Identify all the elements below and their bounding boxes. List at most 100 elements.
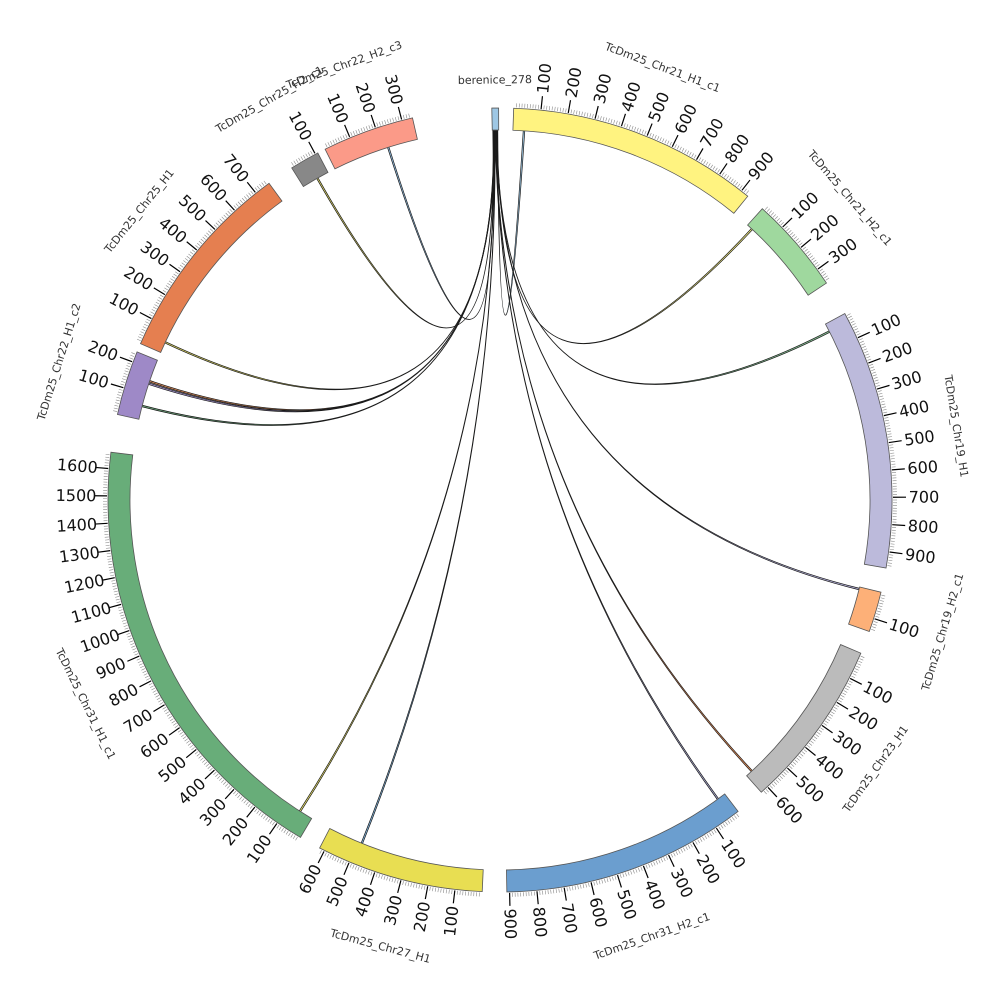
minor-tick (327, 142, 330, 147)
minor-tick (873, 621, 878, 623)
minor-tick (878, 605, 883, 608)
minor-tick (714, 167, 718, 172)
minor-tick (634, 126, 637, 131)
minor-tick (295, 836, 298, 841)
minor-tick (386, 876, 389, 881)
minor-tick (288, 832, 291, 837)
minor-tick (881, 406, 886, 408)
minor-tick (889, 444, 894, 446)
minor-tick (350, 132, 353, 136)
minor-tick (300, 156, 304, 161)
minor-tick (371, 124, 373, 129)
minor-tick (626, 124, 629, 129)
minor-tick (559, 107, 562, 112)
minor-tick (704, 835, 708, 840)
minor-tick (281, 827, 284, 832)
major-tick (97, 550, 111, 553)
minor-tick (121, 617, 126, 620)
major-tick (787, 767, 798, 778)
major-tick (646, 123, 653, 136)
segment-tcdm25-chr21-h2-c1 (747, 208, 828, 296)
major-tick (668, 854, 675, 868)
minor-tick (593, 881, 595, 886)
minor-tick (826, 718, 831, 722)
minor-tick (171, 720, 176, 724)
minor-tick (849, 318, 854, 321)
tick-label-tcdm25-chr21-h2-c1-200: 200 (807, 210, 843, 244)
minor-tick (602, 116, 605, 121)
major-tick (692, 842, 700, 855)
minor-tick (703, 160, 706, 164)
minor-tick (194, 751, 199, 755)
minor-tick (360, 867, 363, 872)
tick-label-tcdm25-chr19-h1-500: 500 (903, 426, 936, 449)
minor-tick (110, 574, 115, 577)
tick-label-tcdm25-chr23-h1-200: 200 (845, 702, 881, 734)
minor-tick (121, 619, 126, 622)
minor-tick (200, 757, 204, 761)
minor-tick (857, 663, 862, 666)
tick-label-tcdm25-chr31-h2-c1-900: 900 (500, 908, 520, 939)
minor-tick (569, 886, 571, 891)
minor-tick (878, 392, 883, 395)
minor-tick (132, 648, 137, 651)
link-tcdm25-chr21-h2-c1-1 (496, 129, 754, 344)
minor-tick (859, 658, 864, 661)
minor-tick (352, 131, 355, 135)
minor-tick (295, 159, 299, 163)
minor-tick (881, 594, 886, 597)
minor-tick (219, 777, 223, 781)
minor-tick (576, 110, 578, 115)
minor-tick (786, 228, 790, 232)
minor-tick (611, 876, 614, 881)
minor-tick (207, 765, 211, 769)
minor-tick (156, 697, 161, 700)
tick-label-tcdm25-chr21-h1-c1-200: 200 (562, 66, 586, 99)
minor-tick (113, 588, 118, 590)
minor-tick (157, 299, 161, 302)
minor-tick (816, 264, 820, 268)
minor-tick (657, 136, 660, 140)
minor-tick (121, 378, 126, 381)
minor-tick (195, 245, 199, 249)
minor-tick (178, 266, 182, 270)
minor-tick (261, 182, 265, 186)
minor-tick (566, 887, 568, 892)
major-tick (139, 311, 152, 320)
segment-label-tcdm25-chr22-h1-c2: TcDm25_Chr22_H1_c2 (34, 302, 83, 423)
minor-tick (123, 625, 128, 627)
minor-tick (213, 224, 218, 228)
minor-tick (117, 606, 122, 609)
tick-label-tcdm25-chr27-h1-100: 100 (440, 905, 462, 938)
minor-tick (562, 108, 564, 113)
minor-tick (319, 850, 322, 854)
major-tick (153, 287, 166, 296)
minor-tick (588, 882, 590, 887)
minor-tick (693, 154, 697, 159)
minor-tick (225, 212, 229, 217)
minor-tick (305, 153, 308, 158)
minor-tick (879, 395, 884, 398)
minor-tick (881, 403, 886, 406)
minor-tick (689, 151, 692, 156)
tick-label-tcdm25-chr22-h2-c3-200: 200 (352, 80, 380, 115)
minor-tick (324, 852, 327, 857)
minor-tick (388, 877, 391, 882)
tick-label-tcdm25-chr31-h1-c1-200: 200 (219, 814, 253, 850)
minor-tick (790, 232, 794, 236)
segment-tcdm25-chr23-h1 (746, 644, 862, 793)
minor-tick (846, 685, 851, 688)
minor-tick (141, 668, 146, 671)
minor-tick (871, 628, 876, 631)
minor-tick (130, 354, 135, 357)
segment-tcdm25-chr27-h1 (319, 827, 484, 893)
minor-tick (551, 106, 553, 111)
minor-tick (129, 640, 134, 643)
minor-tick (326, 853, 330, 858)
minor-tick (107, 558, 112, 560)
minor-tick (554, 106, 556, 111)
minor-tick (165, 285, 170, 288)
minor-tick (858, 660, 863, 664)
minor-tick (362, 868, 365, 873)
minor-tick (151, 309, 156, 312)
